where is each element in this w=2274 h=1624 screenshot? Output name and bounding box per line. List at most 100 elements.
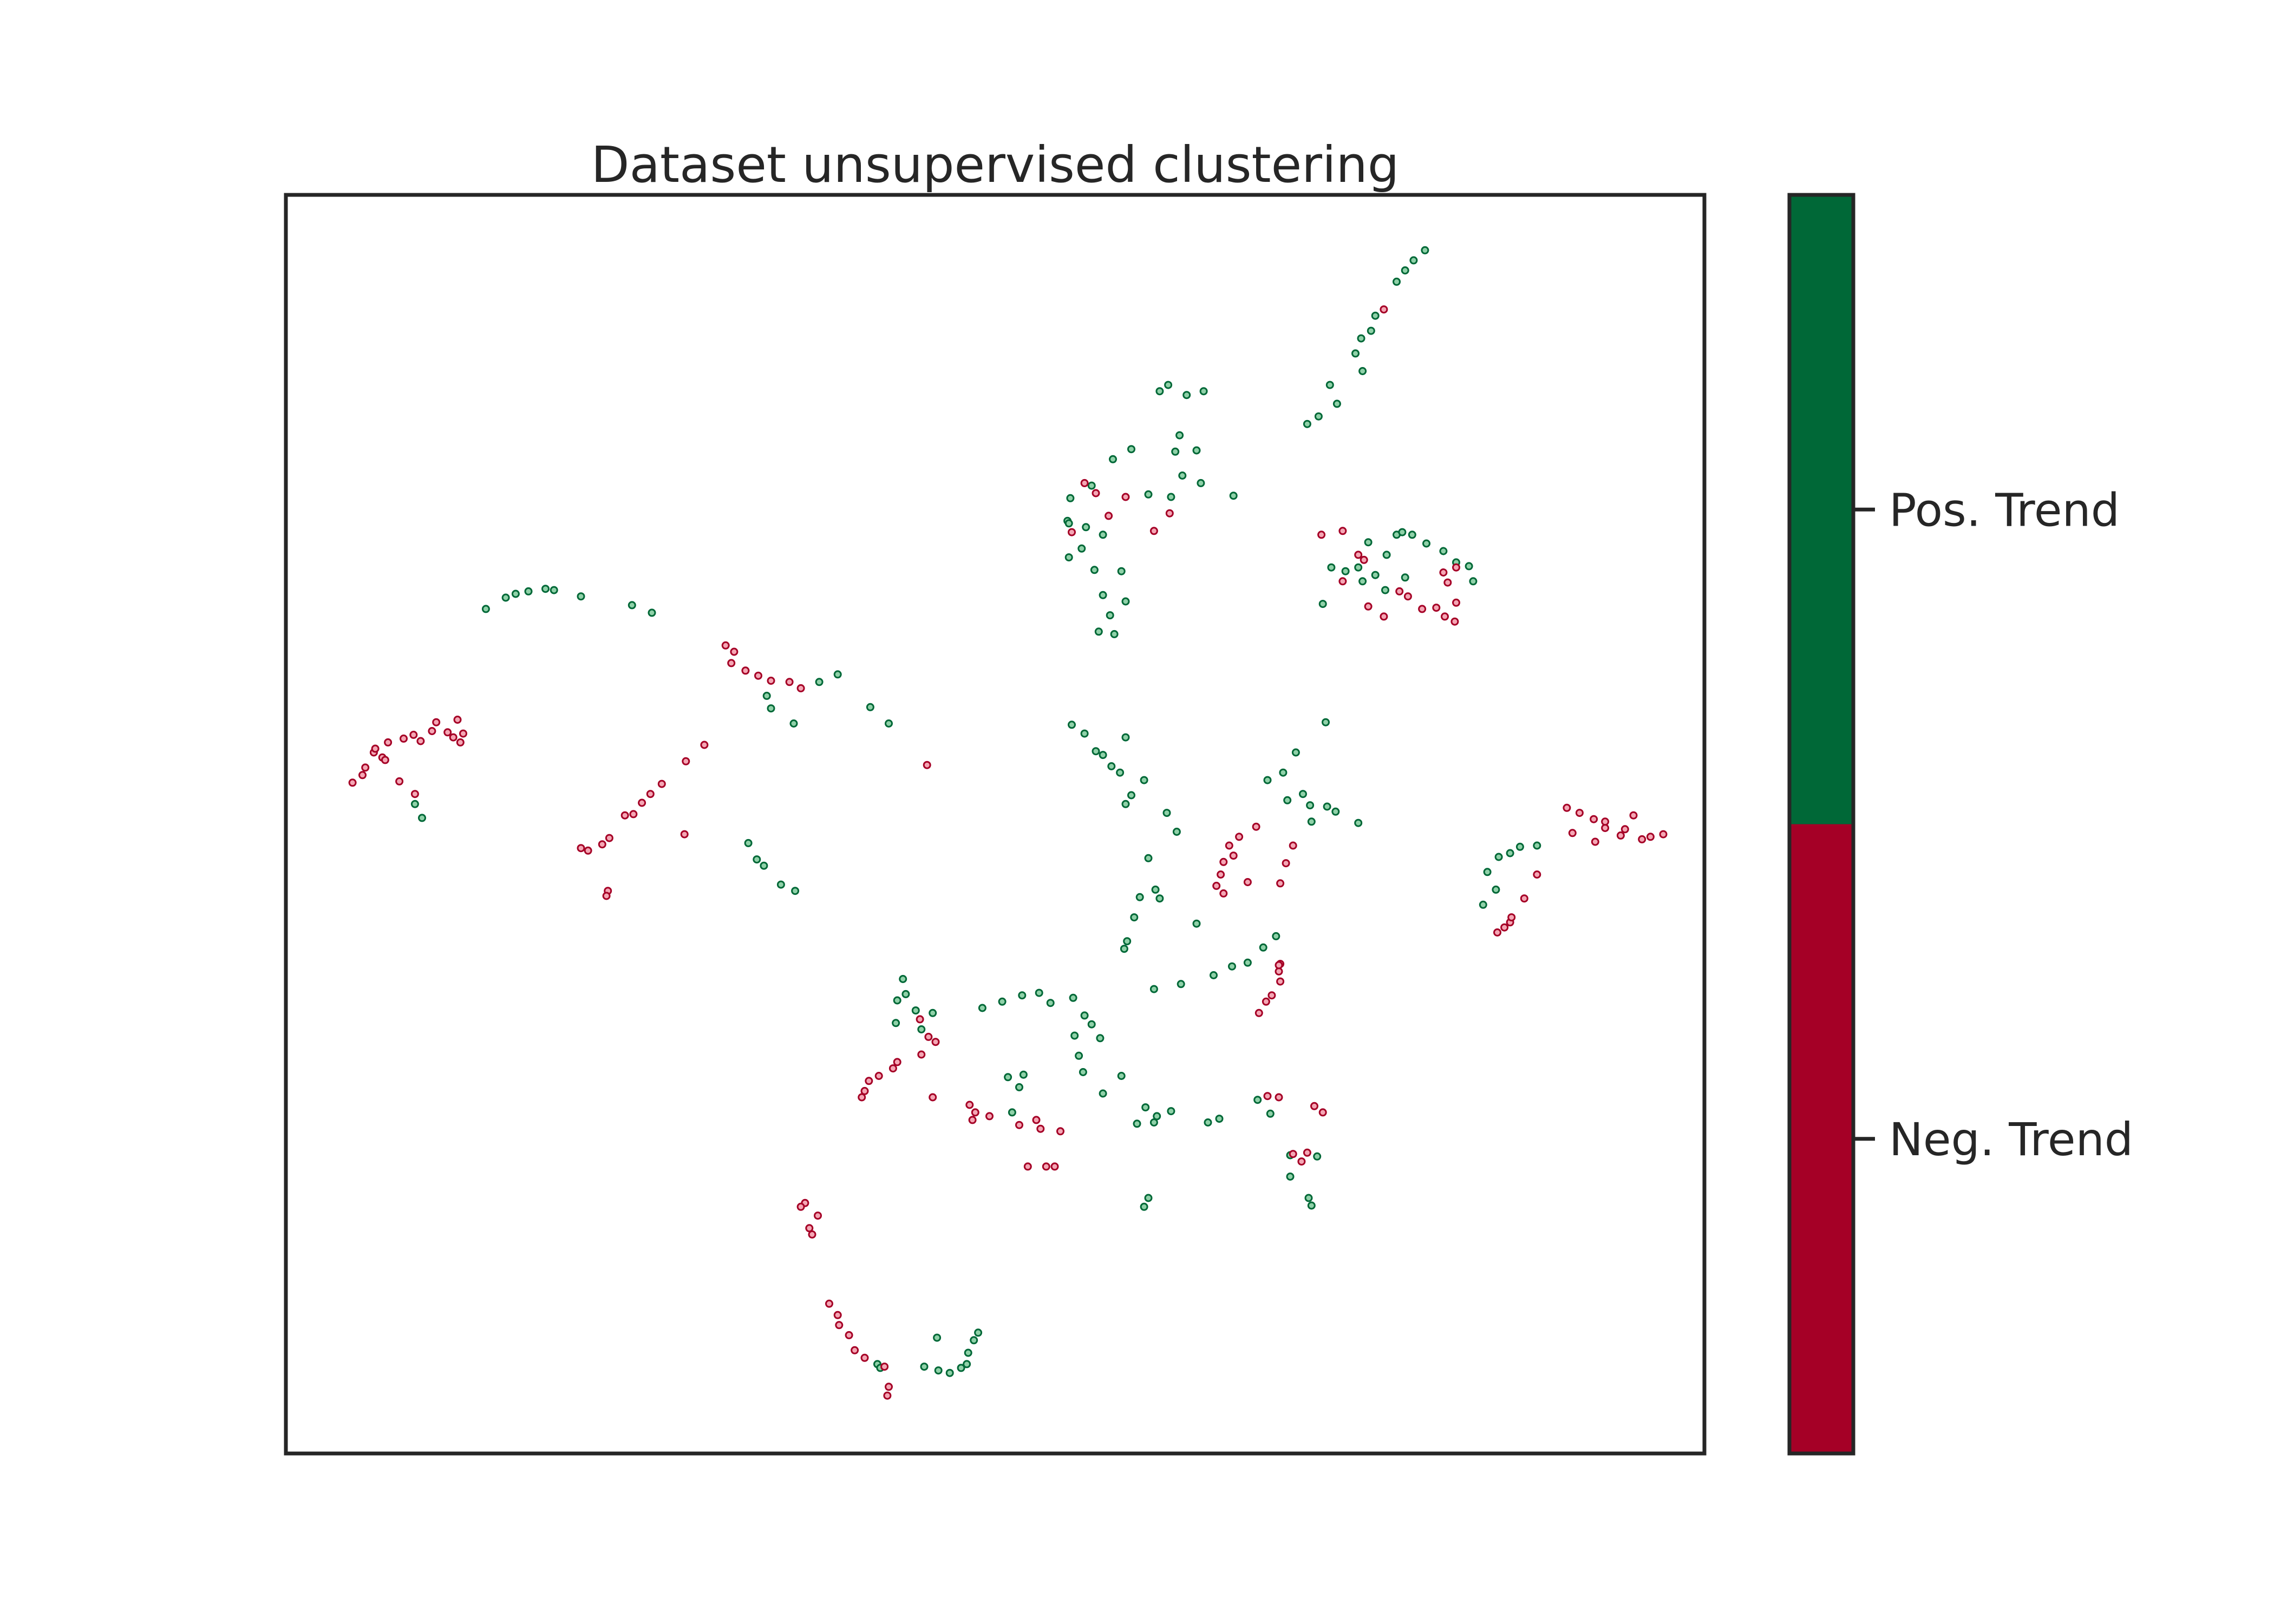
point-neg-trend-33 — [923, 761, 931, 769]
point-neg-trend-14 — [1360, 555, 1368, 564]
point-neg-trend-107 — [924, 1032, 933, 1041]
point-pos-trend-44 — [1354, 563, 1363, 572]
point-pos-trend-45 — [1371, 571, 1380, 579]
point-pos-trend-149 — [1015, 1083, 1023, 1091]
point-neg-trend-139 — [805, 1224, 814, 1233]
point-neg-trend-21 — [1439, 568, 1448, 577]
point-pos-trend-173 — [957, 1364, 965, 1372]
colorbar-tick-label-1: Neg. Trend — [1889, 1113, 2133, 1166]
point-neg-trend-30 — [767, 677, 775, 685]
point-neg-trend-4 — [1105, 512, 1113, 520]
point-neg-trend-9 — [1317, 531, 1326, 539]
point-pos-trend-106 — [1144, 854, 1153, 862]
point-pos-trend-166 — [1307, 1201, 1316, 1210]
point-neg-trend-133 — [1297, 1157, 1306, 1166]
point-neg-trend-24 — [1418, 605, 1427, 613]
point-pos-trend-64 — [541, 585, 550, 593]
point-pos-trend-159 — [1215, 1115, 1224, 1123]
point-pos-trend-61 — [501, 593, 510, 602]
colorbar-frame — [1787, 193, 1855, 1456]
point-neg-trend-10 — [1354, 551, 1363, 559]
point-pos-trend-47 — [1398, 528, 1407, 536]
point-neg-trend-120 — [985, 1112, 994, 1121]
point-pos-trend-62 — [511, 590, 520, 598]
point-neg-trend-144 — [851, 1346, 859, 1354]
point-neg-trend-47 — [456, 738, 465, 746]
point-neg-trend-65 — [680, 830, 689, 839]
point-pos-trend-94 — [1307, 817, 1316, 826]
point-neg-trend-50 — [381, 756, 389, 764]
point-neg-trend-82 — [1590, 815, 1598, 823]
point-neg-trend-31 — [785, 678, 794, 686]
point-neg-trend-71 — [1225, 841, 1233, 850]
point-neg-trend-126 — [1042, 1162, 1050, 1171]
point-pos-trend-86 — [1322, 718, 1330, 726]
point-pos-trend-93 — [1331, 807, 1340, 816]
point-pos-trend-171 — [934, 1366, 943, 1375]
point-pos-trend-37 — [1110, 630, 1119, 638]
point-neg-trend-115 — [860, 1086, 869, 1095]
point-neg-trend-75 — [1243, 878, 1252, 886]
point-neg-trend-123 — [1036, 1124, 1045, 1133]
point-neg-trend-101 — [1267, 991, 1276, 1000]
point-pos-trend-9 — [1332, 400, 1341, 408]
point-neg-trend-105 — [1275, 961, 1283, 970]
point-pos-trend-29 — [1077, 544, 1086, 553]
plot-area-frame — [284, 193, 1707, 1456]
point-neg-trend-55 — [682, 757, 690, 765]
point-pos-trend-80 — [1121, 733, 1130, 742]
point-neg-trend-94 — [1520, 894, 1528, 903]
point-pos-trend-1 — [1409, 256, 1418, 265]
point-neg-trend-85 — [1638, 835, 1646, 843]
point-pos-trend-158 — [1204, 1118, 1212, 1127]
point-pos-trend-97 — [410, 800, 419, 808]
point-pos-trend-102 — [791, 887, 800, 895]
point-pos-trend-153 — [1141, 1103, 1150, 1112]
point-pos-trend-136 — [998, 997, 1007, 1006]
point-pos-trend-15 — [1182, 391, 1191, 400]
point-neg-trend-26 — [730, 647, 739, 656]
point-neg-trend-125 — [1023, 1162, 1032, 1171]
point-pos-trend-152 — [1008, 1108, 1016, 1117]
point-neg-trend-22 — [1395, 587, 1404, 595]
point-pos-trend-55 — [1341, 567, 1350, 575]
point-neg-trend-122 — [1032, 1116, 1041, 1124]
point-pos-trend-38 — [1064, 519, 1073, 528]
point-neg-trend-59 — [629, 810, 638, 818]
point-neg-trend-127 — [1050, 1162, 1059, 1171]
point-neg-trend-90 — [1568, 829, 1577, 837]
point-pos-trend-74 — [767, 704, 775, 713]
point-neg-trend-87 — [1659, 830, 1668, 839]
point-pos-trend-150 — [1117, 1072, 1126, 1080]
point-neg-trend-129 — [1275, 1093, 1283, 1102]
point-pos-trend-146 — [1079, 1068, 1087, 1076]
point-pos-trend-7 — [1351, 349, 1360, 358]
point-pos-trend-13 — [1164, 381, 1173, 389]
point-neg-trend-3 — [1121, 493, 1130, 501]
point-neg-trend-91 — [1601, 817, 1610, 826]
point-pos-trend-76 — [1068, 721, 1076, 729]
point-neg-trend-69 — [1235, 833, 1244, 841]
point-neg-trend-54 — [700, 741, 709, 749]
point-neg-trend-74 — [1212, 881, 1221, 890]
point-neg-trend-63 — [584, 846, 592, 855]
point-pos-trend-135 — [978, 1004, 986, 1012]
point-neg-trend-93 — [1533, 870, 1541, 879]
point-neg-trend-56 — [657, 780, 666, 788]
point-pos-trend-147 — [1019, 1070, 1028, 1079]
point-neg-trend-143 — [845, 1331, 853, 1339]
point-neg-trend-130 — [1310, 1102, 1318, 1110]
point-pos-trend-58 — [1381, 586, 1389, 594]
point-pos-trend-95 — [1283, 796, 1292, 804]
point-neg-trend-134 — [1289, 1150, 1297, 1158]
point-neg-trend-60 — [620, 811, 629, 820]
point-pos-trend-21 — [1197, 479, 1205, 487]
point-pos-trend-140 — [1069, 993, 1077, 1002]
point-pos-trend-169 — [933, 1333, 942, 1342]
point-pos-trend-79 — [1107, 762, 1116, 770]
point-neg-trend-137 — [814, 1212, 822, 1220]
point-pos-trend-155 — [1167, 1107, 1175, 1116]
colorbar-segment-0 — [1789, 195, 1853, 824]
